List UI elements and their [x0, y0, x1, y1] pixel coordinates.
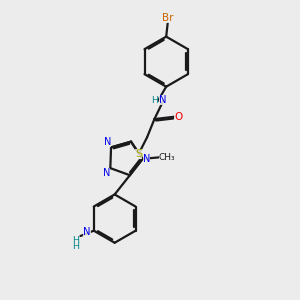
Text: N: N	[103, 168, 110, 178]
Text: N: N	[83, 227, 91, 237]
Text: H: H	[72, 236, 79, 245]
Text: CH₃: CH₃	[159, 153, 176, 162]
Text: Br: Br	[162, 14, 173, 23]
Text: N: N	[160, 95, 167, 105]
Text: S: S	[135, 148, 142, 158]
Text: H: H	[72, 242, 79, 251]
Text: N: N	[142, 154, 150, 164]
Text: O: O	[174, 112, 183, 122]
Text: N: N	[104, 137, 111, 147]
Text: H: H	[151, 96, 158, 105]
